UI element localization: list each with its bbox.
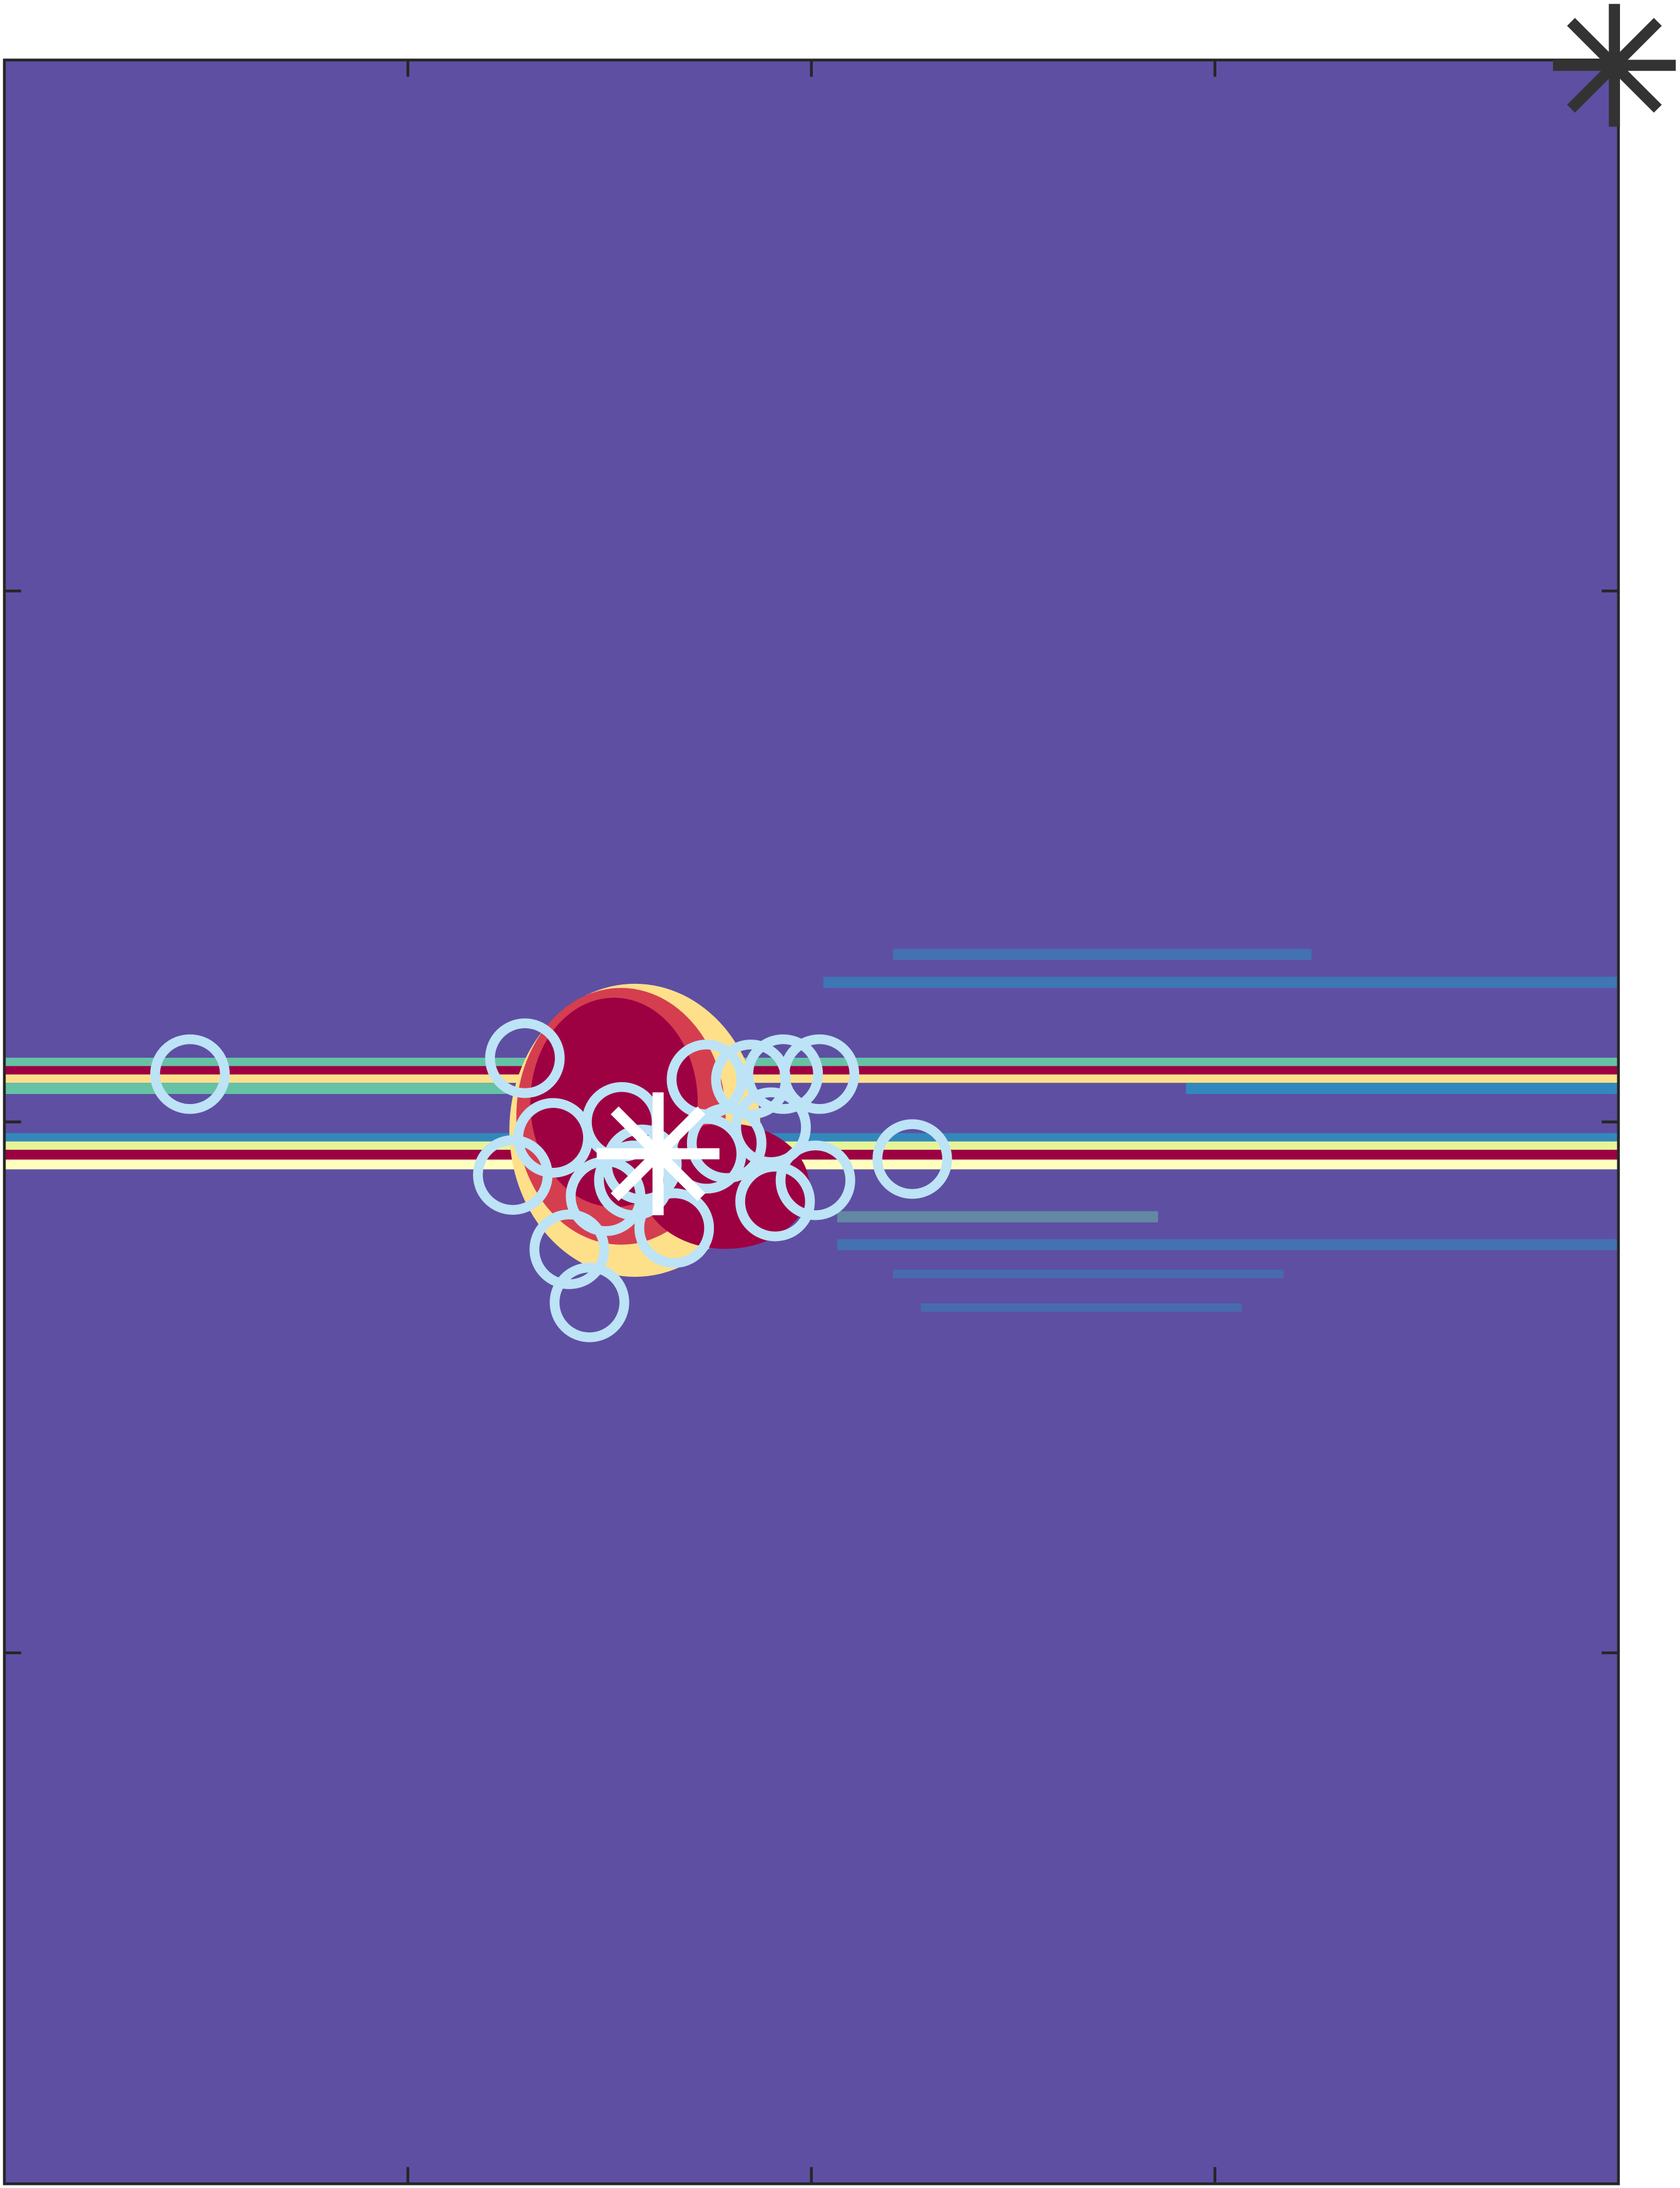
scatter-point: [780, 1034, 860, 1114]
asterisk-point: [1553, 4, 1676, 127]
heat-noise: [837, 1211, 1158, 1223]
scatter-point: [529, 1209, 609, 1289]
heat-band: [1186, 1083, 1619, 1094]
heat-noise: [823, 976, 1619, 988]
heat-band: [4, 1150, 1619, 1160]
scatter-point: [686, 1103, 766, 1183]
scatter-point: [872, 1119, 952, 1199]
heat-band: [4, 1159, 1619, 1170]
scatter-point: [150, 1034, 230, 1114]
heat-noise: [893, 1269, 1284, 1279]
heat-noise: [893, 949, 1312, 960]
heat-band: [4, 1074, 1619, 1083]
scatter-point: [634, 1188, 715, 1268]
scatter-point: [473, 1135, 553, 1215]
heat-band: [4, 1083, 507, 1094]
asterisk-point: [596, 1092, 720, 1215]
scatter-point: [485, 1018, 565, 1098]
scatter-point: [775, 1140, 855, 1220]
heat-noise: [837, 1239, 1619, 1250]
heat-noise: [920, 1303, 1242, 1312]
scatter-point: [549, 1262, 629, 1342]
heat-band: [4, 1133, 1619, 1142]
scatter-point: [735, 1162, 815, 1242]
scatter-point: [743, 1034, 823, 1114]
scatter-point: [594, 1140, 674, 1220]
heat-band: [4, 1066, 1619, 1075]
plot-background: [4, 59, 1619, 2184]
